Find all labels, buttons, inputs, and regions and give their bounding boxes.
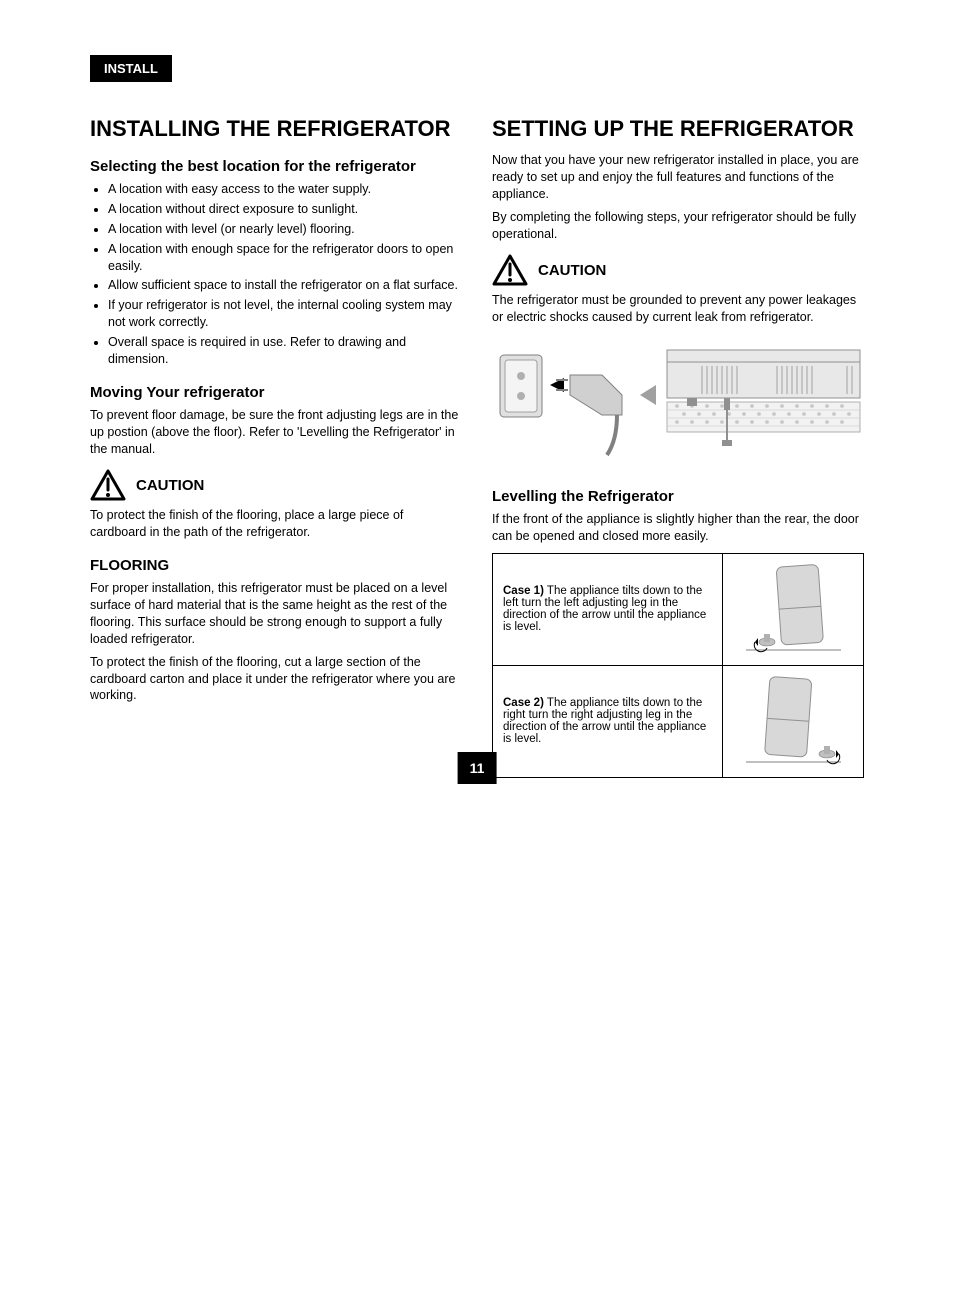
flooring-p2: To protect the finish of the flooring, c…	[90, 654, 462, 705]
two-column-layout: INSTALLING THE REFRIGERATOR Selecting th…	[90, 102, 864, 778]
section-badge: INSTALL	[90, 55, 172, 82]
list-item: A location with enough space for the ref…	[108, 241, 462, 275]
heading-moving: Moving Your refrigerator	[90, 384, 462, 401]
heading-flooring: FLOORING	[90, 557, 462, 574]
leveling-table: Case 1) The appliance tilts down to the …	[492, 553, 864, 778]
list-item: A location with level (or nearly level) …	[108, 221, 462, 238]
warning-icon	[492, 254, 528, 286]
right-column: SETTING UP THE REFRIGERATOR Now that you…	[492, 102, 864, 778]
list-item: A location with easy access to the water…	[108, 181, 462, 198]
moving-paragraph: To prevent floor damage, be sure the fro…	[90, 407, 462, 458]
list-item: Overall space is required in use. Refer …	[108, 334, 462, 368]
setup-p2: By completing the following steps, your …	[492, 209, 864, 243]
caution-paragraph-right: The refrigerator must be grounded to pre…	[492, 292, 864, 326]
case1-image-cell	[723, 553, 864, 665]
table-row: Case 1) The appliance tilts down to the …	[493, 553, 864, 665]
fridge-tilt-right-icon	[741, 670, 846, 770]
warning-icon	[90, 469, 126, 501]
left-column: INSTALLING THE REFRIGERATOR Selecting th…	[90, 102, 462, 778]
caution-row: CAUTION	[90, 469, 462, 501]
page-number-badge: 11	[458, 752, 497, 784]
heading-leveling: Levelling the Refrigerator	[492, 488, 864, 505]
heading-location: Selecting the best location for the refr…	[90, 158, 462, 175]
case1-label: Case 1)	[503, 585, 544, 597]
case2-image-cell	[723, 665, 864, 777]
list-item: If your refrigerator is not level, the i…	[108, 297, 462, 331]
leveling-intro: If the front of the appliance is slightl…	[492, 511, 864, 545]
case2-label: Case 2)	[503, 697, 544, 709]
table-row: Case 2) The appliance tilts down to the …	[493, 665, 864, 777]
list-item: Allow sufficient space to install the re…	[108, 277, 462, 294]
caution-paragraph: To protect the finish of the flooring, p…	[90, 507, 462, 541]
setup-p1: Now that you have your new refrigerator …	[492, 152, 864, 203]
location-bullets: A location with easy access to the water…	[90, 181, 462, 368]
case1-cell: Case 1) The appliance tilts down to the …	[493, 553, 723, 665]
caution-label-right: CAUTION	[538, 262, 606, 279]
caution-row-right: CAUTION	[492, 254, 864, 286]
case2-cell: Case 2) The appliance tilts down to the …	[493, 665, 723, 777]
fridge-tilt-left-icon	[741, 558, 846, 658]
heading-setup: SETTING UP THE REFRIGERATOR	[492, 116, 864, 142]
plug-and-floor-figure	[492, 340, 864, 470]
caution-label: CAUTION	[136, 477, 204, 494]
heading-installing: INSTALLING THE REFRIGERATOR	[90, 116, 462, 142]
list-item: A location without direct exposure to su…	[108, 201, 462, 218]
flooring-p1: For proper installation, this refrigerat…	[90, 580, 462, 648]
